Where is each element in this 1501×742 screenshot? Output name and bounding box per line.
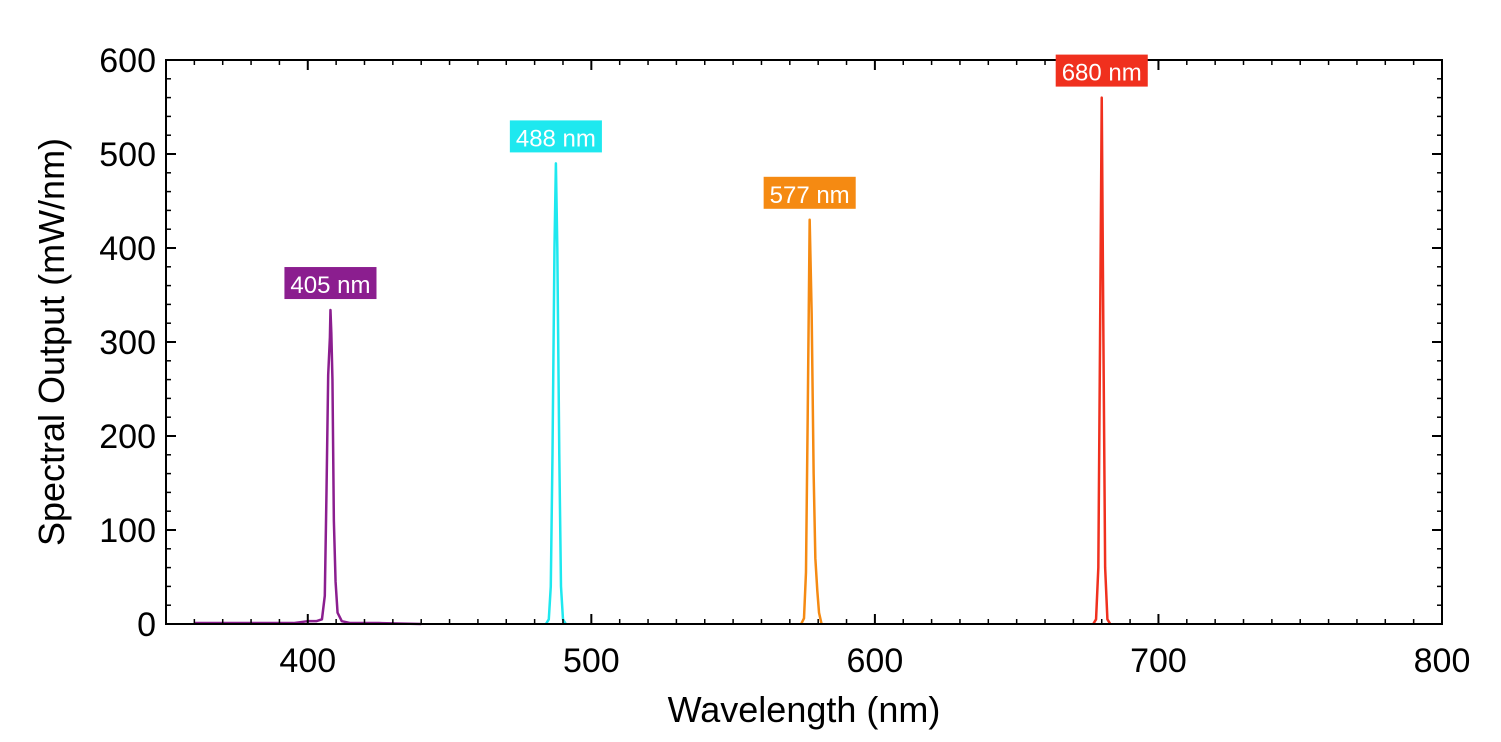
y-tick-label: 100 bbox=[99, 512, 156, 550]
major-ticks bbox=[166, 59, 1443, 625]
y-tick-label: 600 bbox=[99, 42, 156, 80]
y-tick-label: 400 bbox=[99, 230, 156, 268]
peak-label-488-nm: 488 nm bbox=[509, 120, 602, 153]
series-line-488-nm bbox=[544, 162, 567, 625]
y-tick-label: 500 bbox=[99, 136, 156, 174]
series-line-405-nm bbox=[194, 308, 422, 626]
peak-label-text: 680 nm bbox=[1062, 60, 1142, 87]
peak-label-text: 577 nm bbox=[770, 182, 850, 209]
peak-label-box bbox=[284, 267, 377, 300]
peak-label-text: 405 nm bbox=[290, 272, 370, 299]
peak-label-680-nm: 680 nm bbox=[1055, 54, 1148, 87]
x-tick-label: 600 bbox=[847, 642, 904, 680]
x-tick-label: 700 bbox=[1130, 642, 1187, 680]
minor-ticks bbox=[165, 60, 1442, 624]
series-layer bbox=[194, 96, 1112, 626]
x-axis-title: Wavelength (nm) bbox=[668, 689, 941, 730]
y-tick-label: 300 bbox=[99, 324, 156, 362]
y-tick-label: 200 bbox=[99, 418, 156, 456]
series-line-680-nm bbox=[1092, 96, 1112, 625]
plot-frame bbox=[165, 59, 1443, 625]
x-tick-labels: 400 500 600 700 800 bbox=[279, 642, 1470, 680]
y-tick-label: 0 bbox=[137, 606, 156, 644]
peak-label-box bbox=[763, 176, 856, 209]
x-tick-label: 500 bbox=[563, 642, 620, 680]
peak-label-box bbox=[509, 120, 602, 153]
peak-label-text: 488 nm bbox=[516, 125, 596, 152]
peak-label-box bbox=[1055, 54, 1148, 87]
peak-labels: 405 nm 488 nm 577 nm 680 nm bbox=[284, 54, 1148, 300]
x-tick-label: 800 bbox=[1414, 642, 1471, 680]
peak-label-577-nm: 577 nm bbox=[763, 176, 856, 209]
y-tick-labels: 0 100 200 300 400 500 600 bbox=[99, 42, 156, 644]
y-axis-title: Spectral Output (mW/nm) bbox=[31, 138, 72, 546]
series-line-577-nm bbox=[800, 218, 823, 625]
x-tick-label: 400 bbox=[279, 642, 336, 680]
peak-label-405-nm: 405 nm bbox=[284, 267, 377, 300]
